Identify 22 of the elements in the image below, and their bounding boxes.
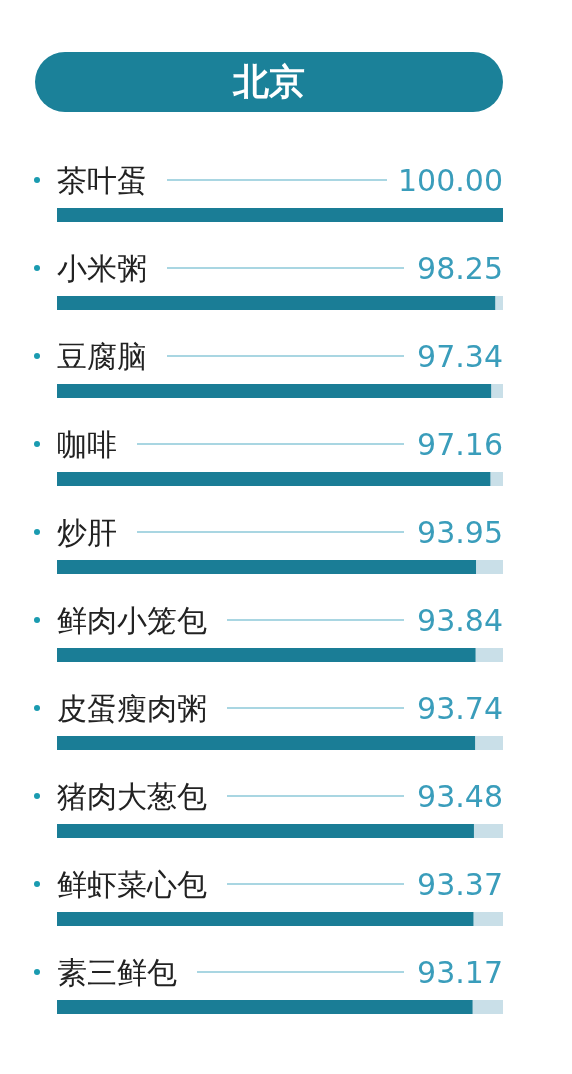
- data-label: 93.95: [417, 514, 503, 550]
- y-tick-label: 炒肝: [57, 514, 117, 550]
- y-tick-label: 茶叶蛋: [57, 162, 147, 198]
- y-tick-label: 素三鲜包: [57, 954, 177, 990]
- bar: [57, 296, 496, 310]
- y-tick-label: 鲜虾菜心包: [57, 866, 207, 902]
- data-label: 93.84: [417, 602, 503, 638]
- data-label: 93.17: [417, 954, 503, 990]
- data-label: 97.34: [417, 338, 503, 374]
- y-tick-label: 鲜肉小笼包: [57, 602, 207, 638]
- data-label: 98.25: [417, 250, 503, 286]
- y-tick-label: 小米粥: [57, 250, 147, 286]
- data-label: 100.00: [398, 162, 503, 198]
- data-label: 93.74: [417, 690, 503, 726]
- data-label: 93.37: [417, 866, 503, 902]
- chart-title: 北京: [35, 52, 503, 112]
- data-label: 97.16: [417, 426, 503, 462]
- data-label: 93.48: [417, 778, 503, 814]
- y-tick-label: 豆腐脑: [57, 338, 147, 374]
- y-tick-label: 猪肉大葱包: [57, 778, 207, 814]
- y-tick-label: 皮蛋瘦肉粥: [57, 690, 207, 726]
- y-tick-label: 咖啡: [57, 426, 117, 462]
